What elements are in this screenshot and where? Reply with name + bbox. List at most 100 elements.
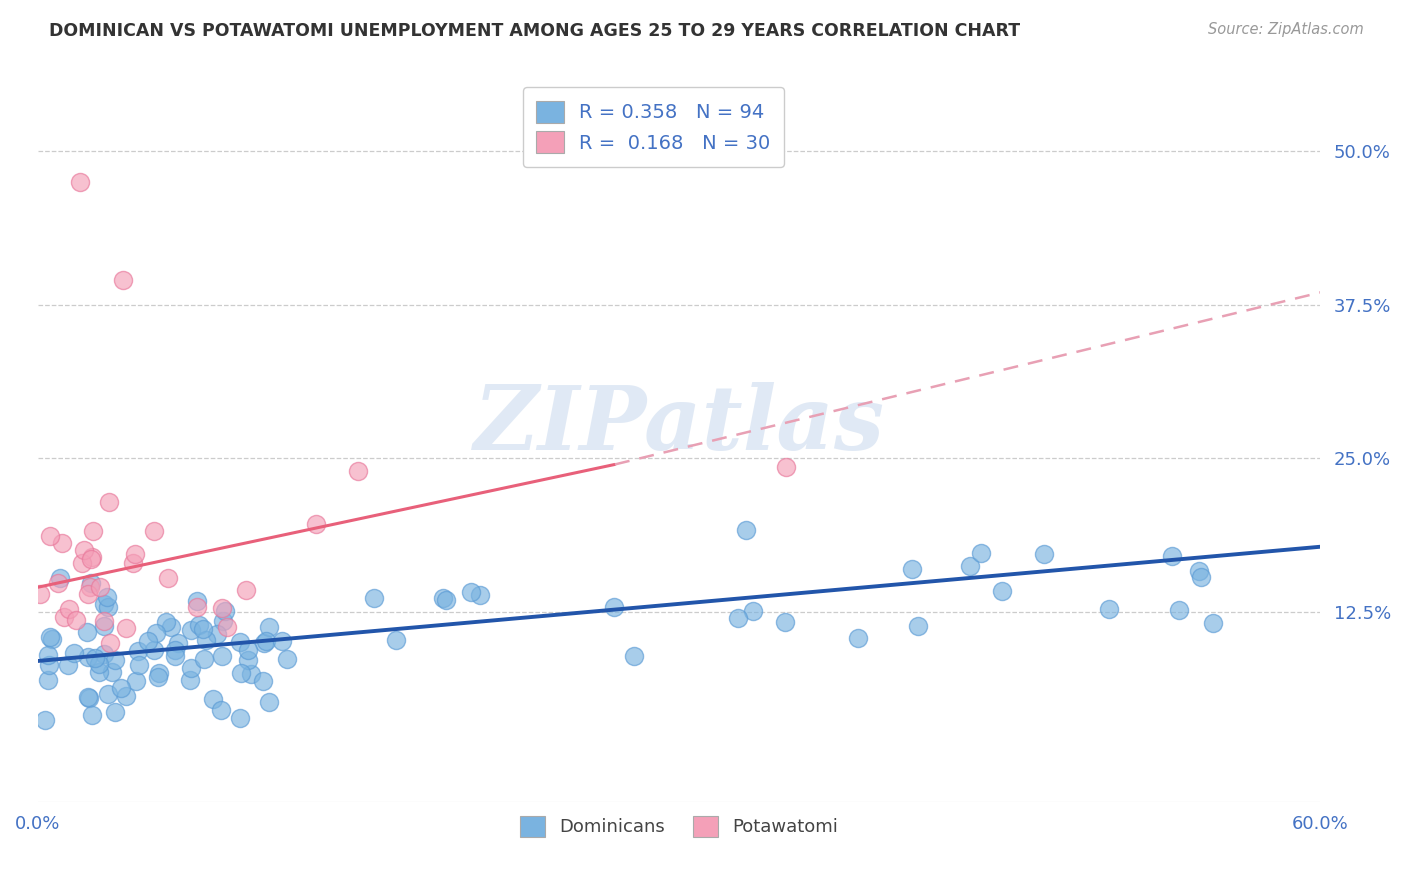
Point [271, 634, 294, 648]
Point [623, 648, 645, 663]
Point [211, 648, 233, 663]
Point [229, 666, 252, 681]
Point [254, 634, 277, 648]
Point [114, 689, 136, 703]
Point [38, 529, 60, 543]
Point [209, 703, 232, 717]
Point [236, 652, 259, 666]
Point [846, 632, 869, 646]
Point [385, 632, 408, 647]
Point [775, 615, 797, 629]
Point [76, 690, 98, 704]
Point [257, 695, 280, 709]
Point [34, 713, 56, 727]
Point [41, 632, 63, 647]
Point [93, 647, 115, 661]
Point [165, 649, 187, 664]
Point [37, 648, 59, 662]
Point [276, 652, 298, 666]
Point [990, 583, 1012, 598]
Point [236, 643, 259, 657]
Point [49, 571, 72, 585]
Point [101, 665, 124, 679]
Point [228, 635, 250, 649]
Point [252, 673, 274, 688]
Point [89, 580, 111, 594]
Point [125, 674, 148, 689]
Point [51, 536, 73, 550]
Point [907, 619, 929, 633]
Point [235, 583, 257, 598]
Point [73, 542, 96, 557]
Point [98, 636, 121, 650]
Point [211, 601, 233, 615]
Point [72, 556, 94, 570]
Point [214, 604, 236, 618]
Point [103, 653, 125, 667]
Point [143, 643, 166, 657]
Point [46, 576, 69, 591]
Point [82, 524, 104, 538]
Legend: Dominicans, Potawatomi: Dominicans, Potawatomi [513, 809, 845, 844]
Point [1167, 603, 1189, 617]
Point [180, 624, 202, 638]
Point [195, 632, 218, 647]
Point [211, 614, 233, 628]
Point [97, 687, 120, 701]
Point [76, 625, 98, 640]
Point [727, 611, 749, 625]
Point [901, 562, 924, 576]
Point [201, 691, 224, 706]
Point [155, 615, 177, 629]
Point [77, 690, 100, 705]
Point [114, 621, 136, 635]
Point [93, 619, 115, 633]
Point [167, 636, 190, 650]
Point [128, 658, 150, 673]
Point [1032, 547, 1054, 561]
Point [112, 273, 135, 287]
Point [363, 591, 385, 606]
Point [205, 627, 228, 641]
Point [89, 657, 111, 671]
Point [193, 652, 215, 666]
Point [470, 588, 492, 602]
Point [434, 592, 457, 607]
Point [156, 571, 179, 585]
Point [145, 626, 167, 640]
Text: DOMINICAN VS POTAWATOMI UNEMPLOYMENT AMONG AGES 25 TO 29 YEARS CORRELATION CHART: DOMINICAN VS POTAWATOMI UNEMPLOYMENT AMO… [49, 22, 1021, 40]
Point [1189, 570, 1212, 584]
Point [89, 665, 111, 679]
Point [30, 586, 52, 600]
Point [347, 464, 370, 478]
Point [1202, 616, 1225, 631]
Point [432, 591, 454, 605]
Point [1160, 549, 1182, 563]
Point [79, 575, 101, 590]
Point [741, 604, 763, 618]
Point [1188, 565, 1211, 579]
Point [143, 524, 166, 538]
Point [959, 559, 981, 574]
Point [65, 613, 87, 627]
Point [37, 673, 59, 687]
Point [186, 594, 208, 608]
Point [97, 599, 120, 614]
Point [110, 681, 132, 696]
Point [77, 587, 100, 601]
Text: ZIPatlas: ZIPatlas [474, 382, 884, 468]
Point [93, 597, 115, 611]
Point [257, 620, 280, 634]
Point [179, 673, 201, 688]
Point [460, 585, 482, 599]
Point [180, 661, 202, 675]
Point [39, 630, 62, 644]
Point [96, 591, 118, 605]
Point [239, 667, 262, 681]
Point [160, 620, 183, 634]
Point [124, 547, 146, 561]
Point [253, 636, 276, 650]
Point [58, 602, 80, 616]
Point [735, 523, 758, 537]
Point [229, 711, 252, 725]
